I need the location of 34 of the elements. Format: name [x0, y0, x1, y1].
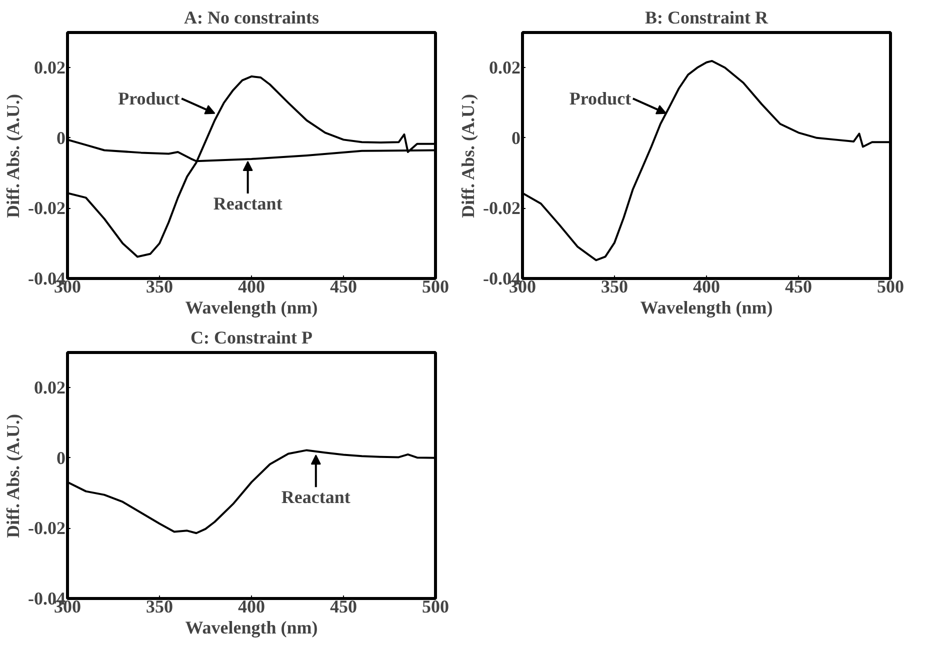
- y-axis-title: Diff. Abs. (A.U.): [458, 94, 478, 218]
- y-tick-label: 0: [56, 128, 66, 148]
- x-tick-label: 400: [693, 276, 720, 296]
- x-tick-label: 500: [422, 596, 449, 616]
- y-tick-label: 0.02: [34, 58, 66, 78]
- chart-title: B: Constraint R: [645, 8, 769, 28]
- y-axis-title: Diff. Abs. (A.U.): [3, 414, 24, 538]
- x-tick-label: 500: [422, 276, 449, 296]
- y-tick-label: 0.02: [34, 378, 66, 398]
- y-tick-label: 0: [512, 128, 520, 148]
- annotation: Product: [569, 88, 632, 109]
- annotation: Reactant: [213, 193, 282, 214]
- y-tick-label: 0: [56, 448, 66, 468]
- x-tick-label: 400: [238, 596, 265, 616]
- x-axis-title: Wavelength (nm): [185, 298, 318, 318]
- x-tick-label: 350: [146, 276, 173, 296]
- x-tick-label: 500: [877, 276, 904, 296]
- annotation: Product: [118, 88, 180, 109]
- annotation: Reactant: [281, 487, 350, 508]
- y-tick-label: 0.02: [489, 58, 520, 78]
- x-tick-label: 400: [238, 276, 265, 296]
- y-tick-label: -0.02: [483, 198, 521, 218]
- x-axis-title: Wavelength (nm): [185, 618, 318, 638]
- y-tick-label: -0.02: [28, 198, 66, 218]
- x-tick-label: 450: [785, 276, 812, 296]
- chart-title: C: Constraint P: [190, 328, 313, 348]
- x-tick-label: 350: [601, 276, 628, 296]
- chart-title: A: No constraints: [184, 8, 320, 28]
- x-tick-label: 350: [146, 596, 173, 616]
- x-tick-label: 450: [330, 276, 357, 296]
- y-axis-title: Diff. Abs. (A.U.): [3, 94, 24, 218]
- x-axis-title: Wavelength (nm): [640, 298, 773, 318]
- y-tick-label: -0.02: [28, 518, 66, 538]
- x-tick-label: 450: [330, 596, 357, 616]
